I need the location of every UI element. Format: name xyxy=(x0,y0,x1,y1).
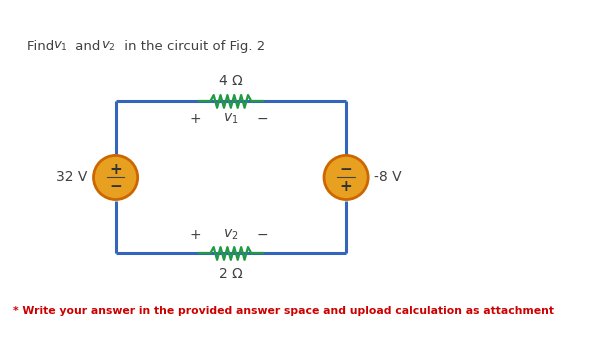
Text: -8 V: -8 V xyxy=(374,170,401,184)
Text: 2 Ω: 2 Ω xyxy=(219,267,243,281)
Text: +: + xyxy=(189,112,201,126)
Text: and: and xyxy=(72,40,105,53)
Text: −: − xyxy=(109,179,122,194)
Text: $v_2$: $v_2$ xyxy=(223,228,239,242)
Text: $v_1$: $v_1$ xyxy=(53,40,67,53)
Text: 4 Ω: 4 Ω xyxy=(219,74,243,88)
Text: $v_1$: $v_1$ xyxy=(223,111,239,126)
Circle shape xyxy=(94,155,138,200)
Text: 32 V: 32 V xyxy=(56,170,88,184)
Text: −: − xyxy=(257,228,269,242)
Text: Find: Find xyxy=(27,40,59,53)
Text: +: + xyxy=(189,228,201,242)
Text: +: + xyxy=(109,162,122,177)
Text: −: − xyxy=(340,162,352,177)
Text: +: + xyxy=(340,179,352,194)
Text: in the circuit of Fig. 2: in the circuit of Fig. 2 xyxy=(120,40,265,53)
Circle shape xyxy=(324,155,368,200)
Text: $v_2$: $v_2$ xyxy=(101,40,115,53)
Text: * Write your answer in the provided answer space and upload calculation as attac: * Write your answer in the provided answ… xyxy=(12,306,554,316)
Text: −: − xyxy=(257,112,269,126)
